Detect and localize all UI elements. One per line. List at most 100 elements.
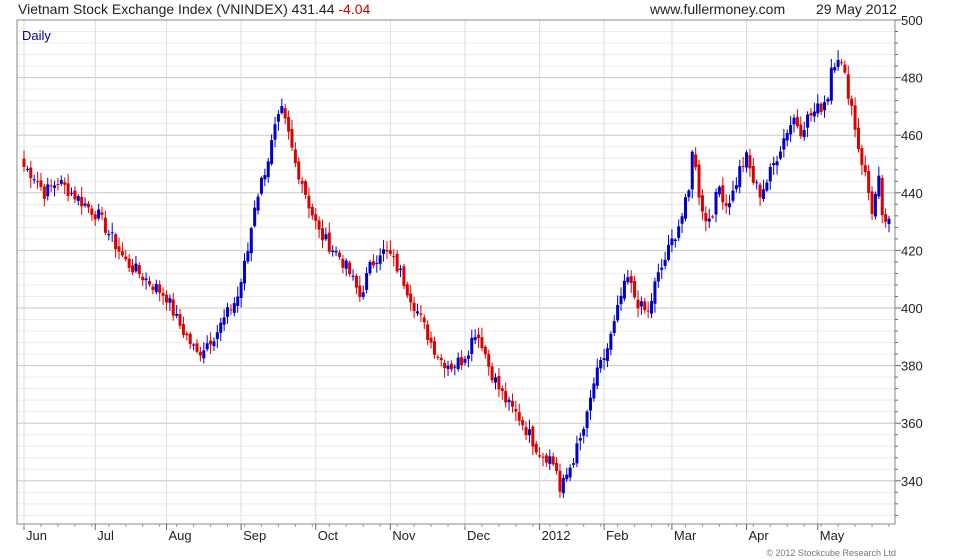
period-label: Daily <box>22 28 51 43</box>
y-tick-label: 500 <box>901 13 923 28</box>
candle-down <box>127 258 131 268</box>
candle-down <box>880 177 884 216</box>
candle-down <box>321 228 325 241</box>
candle-up <box>351 275 355 277</box>
candle-down <box>853 105 857 130</box>
candle-down <box>137 265 141 275</box>
candle-down <box>36 181 40 183</box>
candle-up <box>836 59 840 67</box>
candle-down <box>700 195 704 212</box>
x-tick-label: Feb <box>606 528 628 543</box>
candle-down <box>544 455 548 463</box>
candle-up <box>331 250 335 252</box>
candle-up <box>673 239 677 242</box>
candle-up <box>578 438 582 441</box>
candle-down <box>171 299 175 316</box>
candle-up <box>687 190 691 198</box>
candle-up <box>650 300 654 314</box>
candle-up <box>663 259 667 266</box>
candle-up <box>582 428 586 436</box>
candle-up <box>215 332 219 340</box>
price-change: -4.04 <box>338 1 371 17</box>
candle-down <box>90 208 94 215</box>
candle-down <box>141 276 145 281</box>
candle-down <box>307 195 311 209</box>
candle-down <box>148 280 152 285</box>
candle-down <box>93 214 97 220</box>
candle-up <box>344 260 348 269</box>
candle-up <box>463 358 467 363</box>
candle-up <box>802 130 806 137</box>
candle-down <box>751 165 755 183</box>
candle-down <box>856 127 860 149</box>
candle-down <box>741 166 745 168</box>
candle-down <box>317 220 321 230</box>
candle-up <box>382 249 386 254</box>
candle-down <box>405 284 409 296</box>
candle-down <box>531 426 535 447</box>
candle-up <box>626 277 630 283</box>
candle-up <box>361 292 365 297</box>
candle-up <box>242 260 246 284</box>
candle-down <box>42 186 46 199</box>
candle-down <box>348 262 352 275</box>
y-tick-label: 480 <box>901 71 923 86</box>
candle-up <box>446 365 450 369</box>
candle-up <box>144 278 148 280</box>
candle-up <box>677 226 681 239</box>
candle-down <box>66 183 70 197</box>
candle-down <box>432 341 436 355</box>
candle-down <box>300 180 304 184</box>
candle-up <box>232 303 236 313</box>
candle-up <box>680 216 684 224</box>
candle-up <box>239 282 243 298</box>
candle-up <box>605 348 609 362</box>
candle-down <box>480 337 484 349</box>
candle-up <box>806 114 810 128</box>
y-tick-label: 400 <box>901 301 923 316</box>
candle-up <box>548 456 552 464</box>
candle-up <box>107 233 111 236</box>
candle-down <box>402 266 406 286</box>
candle-down <box>646 310 650 312</box>
candle-down <box>100 212 104 215</box>
candle-down <box>863 165 867 173</box>
candle-down <box>314 214 318 221</box>
candle-up <box>792 117 796 125</box>
candle-up <box>456 357 460 370</box>
candle-up <box>660 267 664 270</box>
candle-down <box>809 112 813 116</box>
candle-up <box>772 163 776 166</box>
candle-down <box>439 357 443 361</box>
candle-down <box>643 301 647 311</box>
candle-up <box>833 67 837 71</box>
y-tick-label: 420 <box>901 243 923 258</box>
candle-down <box>287 117 291 132</box>
candle-down <box>443 362 447 369</box>
candle-up <box>714 191 718 215</box>
candle-up <box>768 166 772 182</box>
candle-up <box>368 261 372 274</box>
candle-up <box>761 189 765 199</box>
candle-down <box>304 181 308 195</box>
candle-down <box>86 203 90 208</box>
candle-up <box>53 185 57 188</box>
candle-up <box>175 313 179 316</box>
candle-down <box>195 343 199 352</box>
candle-up <box>755 182 759 184</box>
chart-title-line: Vietnam Stock Exchange Index (VNINDEX) 4… <box>18 1 370 17</box>
candle-up <box>59 180 63 184</box>
candle-down <box>867 171 871 193</box>
candle-up <box>667 244 671 260</box>
candle-down <box>629 275 633 284</box>
candle-up <box>565 474 569 480</box>
candle-up <box>690 151 694 190</box>
candle-up <box>738 166 742 188</box>
candle-up <box>572 463 576 465</box>
candle-down <box>229 309 233 311</box>
grid <box>17 19 895 524</box>
candle-down <box>117 246 121 252</box>
x-tick-label: Apr <box>749 528 770 543</box>
candle-down <box>158 284 162 293</box>
candle-down <box>178 314 182 326</box>
